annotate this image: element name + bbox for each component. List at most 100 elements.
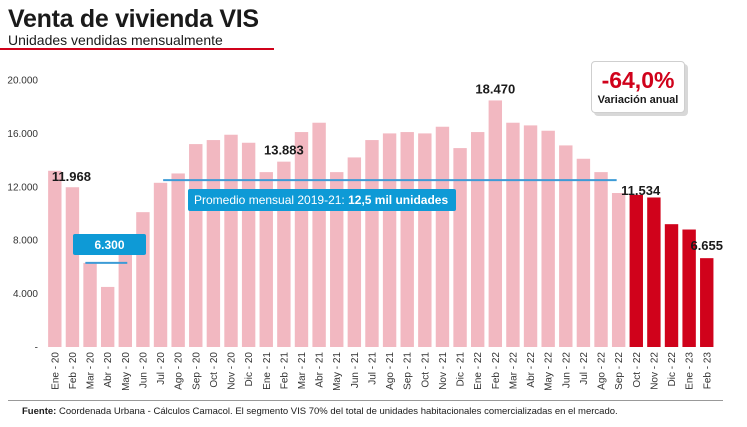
x-tick-label: Ene - 21 bbox=[262, 352, 273, 390]
x-tick-label: Abr - 20 bbox=[103, 352, 114, 388]
x-tick-label: Abr - 21 bbox=[315, 352, 326, 388]
data-label: 6.655 bbox=[690, 238, 723, 253]
bar-series bbox=[48, 100, 714, 348]
y-tick-label: 4.000 bbox=[13, 289, 38, 300]
bar bbox=[189, 144, 203, 347]
annual-variation-label: Variación anual bbox=[597, 94, 679, 106]
bar bbox=[576, 158, 591, 347]
x-axis: Ene - 20 Feb - 20 Mar - 20 Abr - 20 May - 20… bbox=[50, 352, 713, 391]
x-tick-label: Feb - 21 bbox=[279, 352, 290, 390]
x-tick-label: Oct - 20 bbox=[209, 352, 220, 388]
box-annotation-label: 6.300 bbox=[94, 238, 124, 252]
data-label: 11.534 bbox=[621, 183, 661, 198]
x-tick-label: Ago - 20 bbox=[174, 352, 185, 390]
x-tick-label: Dic - 22 bbox=[667, 352, 678, 387]
bar bbox=[224, 134, 238, 347]
x-tick-label: Mar - 21 bbox=[297, 352, 308, 390]
x-tick-label: Sep - 20 bbox=[191, 352, 202, 390]
annual-variation-value: -64,0% bbox=[601, 67, 675, 93]
bar bbox=[400, 132, 414, 347]
bar bbox=[206, 140, 221, 347]
bar bbox=[418, 133, 432, 347]
bar bbox=[541, 130, 555, 347]
bar bbox=[83, 262, 97, 347]
source-note: Fuente: Coordenada Urbana - Cálculos Cam… bbox=[22, 406, 618, 418]
x-tick-label: Sep - 22 bbox=[614, 352, 625, 390]
average-label-bg bbox=[188, 189, 456, 211]
x-tick-label: Ene - 23 bbox=[685, 352, 696, 390]
average-label-value: 12,5 mil unidades bbox=[348, 193, 448, 207]
source-label: Fuente: bbox=[22, 406, 57, 417]
bar bbox=[523, 125, 538, 347]
bar bbox=[241, 142, 256, 347]
x-tick-label: Mar - 22 bbox=[508, 352, 519, 390]
source-divider bbox=[8, 400, 723, 401]
bar bbox=[153, 182, 168, 347]
x-tick-label: Dic - 21 bbox=[456, 352, 467, 387]
x-tick-label: Nov - 20 bbox=[227, 352, 238, 390]
annual-variation-box: -64,0% Variación anual bbox=[591, 61, 685, 113]
bar bbox=[664, 224, 679, 347]
bar bbox=[312, 122, 326, 347]
y-tick-label: - bbox=[35, 343, 38, 354]
y-tick-label: 16.000 bbox=[7, 129, 38, 140]
bar bbox=[453, 148, 467, 347]
bar bbox=[682, 229, 696, 347]
y-tick-label: 20.000 bbox=[7, 76, 38, 87]
x-tick-label: May - 22 bbox=[544, 352, 555, 391]
x-tick-label: Ene - 20 bbox=[50, 352, 61, 390]
data-label: 18.470 bbox=[475, 81, 515, 96]
x-tick-label: Abr - 22 bbox=[526, 352, 537, 388]
chart-annotations: 6.300 Promedio mensual 2019-21: 12,5 mil … bbox=[73, 179, 617, 264]
bar bbox=[294, 132, 309, 347]
box-annotation-bg bbox=[73, 234, 146, 255]
x-tick-label: Ago - 22 bbox=[597, 352, 608, 390]
bar bbox=[100, 286, 115, 347]
bar bbox=[559, 145, 573, 347]
bar bbox=[700, 258, 714, 347]
title-underline bbox=[0, 48, 274, 50]
data-labels: 11.968 13.883 18.470 11.534 6.655 bbox=[52, 81, 723, 253]
bar bbox=[647, 197, 661, 347]
y-axis: - 4.000 8.000 12.000 16.000 20.000 bbox=[7, 76, 38, 354]
x-tick-label: Ago - 21 bbox=[385, 352, 396, 390]
source-text: Coordenada Urbana - Cálculos Camacol. El… bbox=[58, 406, 618, 417]
chart-title: Venta de vivienda VIS bbox=[8, 5, 259, 33]
y-tick-label: 12.000 bbox=[7, 182, 38, 193]
bar bbox=[136, 212, 150, 347]
bar bbox=[470, 132, 485, 347]
x-tick-label: May - 21 bbox=[332, 352, 343, 391]
x-tick-label: Ene - 22 bbox=[473, 352, 484, 390]
bar bbox=[506, 122, 520, 347]
bar bbox=[435, 126, 450, 347]
bar bbox=[382, 133, 397, 347]
data-label: 11.968 bbox=[52, 169, 91, 184]
bar bbox=[611, 193, 626, 347]
x-tick-label: Nov - 21 bbox=[438, 352, 449, 390]
average-label-text: Promedio mensual 2019-21: bbox=[194, 193, 348, 207]
bar bbox=[48, 170, 62, 347]
bar-chart: - 4.000 8.000 12.000 16.000 20.000 6.300 Prome… bbox=[7, 76, 723, 391]
x-tick-label: Nov - 22 bbox=[649, 352, 660, 390]
x-tick-label: Feb - 20 bbox=[68, 352, 79, 390]
x-tick-label: Feb - 23 bbox=[702, 352, 713, 390]
x-tick-label: Jun - 22 bbox=[561, 352, 572, 389]
x-tick-label: Jun - 20 bbox=[138, 352, 149, 389]
bar bbox=[171, 173, 185, 347]
bar bbox=[629, 194, 643, 347]
data-label: 13.883 bbox=[264, 143, 304, 158]
x-tick-label: Feb - 22 bbox=[491, 352, 502, 390]
x-tick-label: Oct - 21 bbox=[420, 352, 431, 388]
bar bbox=[330, 172, 344, 347]
y-tick-label: 8.000 bbox=[13, 236, 38, 247]
x-tick-label: Dic - 20 bbox=[244, 352, 255, 387]
bar bbox=[488, 100, 503, 348]
x-tick-label: Jul - 20 bbox=[156, 352, 167, 385]
bar bbox=[118, 253, 132, 347]
average-label: Promedio mensual 2019-21: 12,5 mil unida… bbox=[194, 193, 448, 207]
x-tick-label: Mar - 20 bbox=[86, 352, 97, 390]
x-tick-label: Oct - 22 bbox=[632, 352, 643, 388]
x-tick-label: Jul - 22 bbox=[579, 352, 590, 385]
chart-subtitle: Unidades vendidas mensualmente bbox=[8, 32, 223, 48]
bar bbox=[594, 172, 608, 347]
